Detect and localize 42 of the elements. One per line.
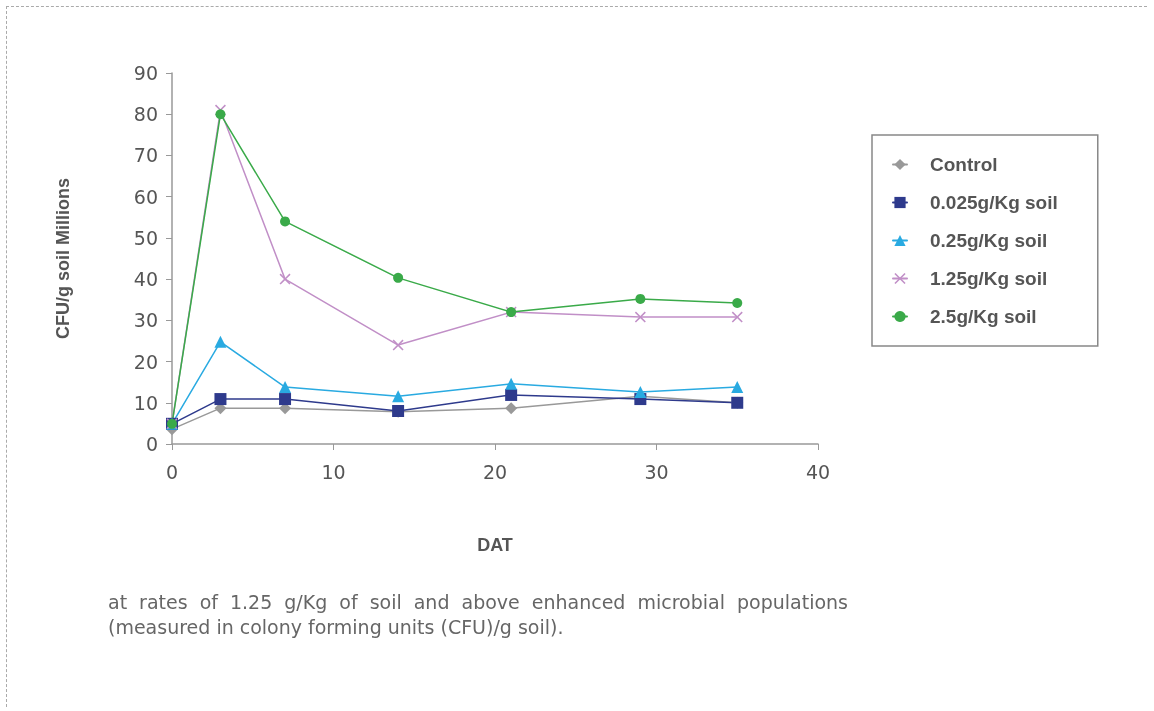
point [731,311,743,323]
x-tick-label: 0 [165,460,179,483]
x-tick-label: 30 [644,460,669,483]
y-tick-label: 30 [133,309,158,332]
point [215,109,226,120]
y-tick-label: 40 [133,268,158,291]
x-axis-title: DAT [477,535,513,555]
legend-label: Control [930,154,998,175]
point [505,402,518,415]
point [392,390,405,403]
point [505,388,518,401]
point [634,386,647,399]
x-tick-label: 40 [805,460,831,483]
point [635,293,646,304]
point [279,393,292,406]
y-tick-label: 70 [133,144,158,167]
point [392,339,404,351]
x-tick-label: 20 [482,460,508,483]
point [279,273,291,285]
legend-label: 0.25g/Kg soil [930,230,1048,251]
legend-label: 0.025g/Kg soil [930,192,1058,213]
point [634,311,646,323]
y-axis-title: CFU/g soil Millions [53,178,73,339]
y-tick-label: 60 [133,185,158,208]
x-tick-label: 10 [321,460,346,483]
y-tick-label: 0 [145,433,158,455]
y-tick-label: 50 [133,226,158,249]
point [214,393,227,406]
point [505,377,518,390]
point [279,381,292,394]
y-tick-label: 10 [133,391,158,414]
y-tick-label: 80 [133,103,158,126]
y-tick-label: 20 [133,350,158,373]
y-tick-label: 90 [133,62,158,84]
point [731,381,744,394]
legend-label: 2.5g/Kg soil [930,306,1037,327]
point [214,335,227,348]
text: at rates of 1.25 g/Kg of soil and above enhanced microbial populations (measured in colony forming units (CFU)/g soil). [108,590,848,640]
point [280,216,291,227]
point [732,298,743,309]
legend-label: 1.25g/Kg soil [930,268,1048,289]
point [393,272,404,283]
